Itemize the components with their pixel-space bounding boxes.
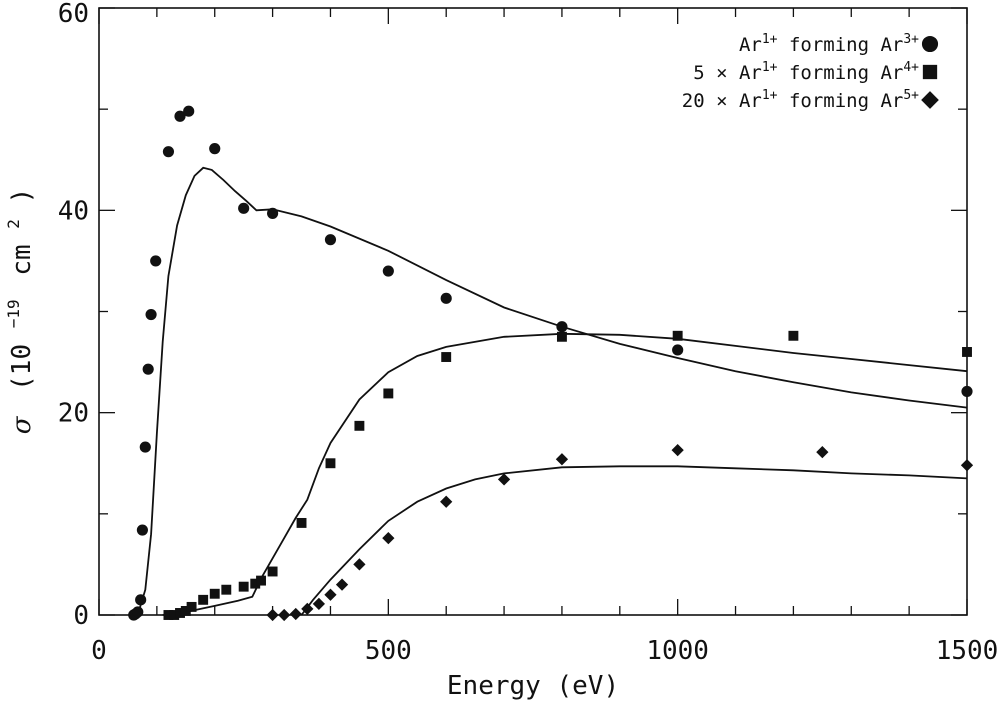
legend-marker-3 <box>921 91 939 109</box>
data-point-series-2 <box>169 610 180 620</box>
data-point-series-2 <box>163 610 174 620</box>
data-point-series-3 <box>278 608 291 622</box>
data-point-series-1 <box>183 105 195 117</box>
data-point-series-3 <box>497 473 511 486</box>
data-point-series-3 <box>671 443 684 457</box>
data-point-series-1 <box>267 207 279 219</box>
data-point-series-2 <box>238 581 249 592</box>
legend-marker-2 <box>922 64 938 80</box>
legend-label-3: 20 × Ar1+ forming Ar5+ <box>682 88 919 112</box>
data-point-series-1 <box>440 292 452 304</box>
y-label-exponent: −19 <box>4 299 23 328</box>
data-point-series-1 <box>142 363 154 375</box>
y-tick-label: 40 <box>58 196 89 226</box>
data-point-series-3 <box>335 578 349 591</box>
x-axis-label: Energy (eV) <box>447 671 619 701</box>
data-point-series-2 <box>441 352 452 362</box>
data-point-series-2 <box>221 584 232 595</box>
data-point-series-3 <box>816 446 829 459</box>
data-point-series-3 <box>382 531 395 545</box>
legend-label-1: Ar1+ forming Ar3+ <box>739 32 919 56</box>
data-point-series-2 <box>186 601 197 612</box>
data-point-series-3 <box>324 588 337 601</box>
data-point-series-1 <box>238 202 250 214</box>
y-tick-label: 60 <box>58 0 89 29</box>
data-points <box>128 105 974 622</box>
data-point-series-3 <box>289 607 302 621</box>
data-point-series-2 <box>209 588 220 599</box>
data-point-series-2 <box>383 388 394 399</box>
data-point-series-1 <box>150 255 162 267</box>
y-tick-label: 20 <box>58 399 89 429</box>
x-tick-label: 1500 <box>936 636 999 666</box>
data-point-series-1 <box>132 606 144 618</box>
data-point-series-2 <box>180 606 191 616</box>
y-label-close: ) <box>7 188 37 204</box>
fit-curve-1 <box>134 166 968 616</box>
data-point-series-2 <box>198 594 209 605</box>
data-point-series-3 <box>266 608 279 622</box>
data-point-series-3 <box>312 597 326 610</box>
data-point-series-2 <box>250 578 261 589</box>
data-point-series-1 <box>162 146 175 158</box>
data-point-series-2 <box>354 420 365 431</box>
data-point-series-2 <box>556 331 567 342</box>
legend: Ar1+ forming Ar3+ 5 × Ar1+ forming Ar4+ 20… <box>682 32 939 112</box>
data-point-series-1 <box>139 441 151 453</box>
data-point-series-1 <box>135 594 147 606</box>
data-point-series-2 <box>962 347 972 357</box>
data-point-series-2 <box>788 330 799 341</box>
minor-ticks <box>99 8 967 615</box>
data-point-series-1 <box>136 524 148 536</box>
data-point-series-1 <box>382 265 394 277</box>
tick-labels: 0 500 1000 1500 0 20 40 60 <box>58 0 999 666</box>
fit-curve-3 <box>300 465 968 616</box>
y-label-open: (10 <box>7 344 37 391</box>
y-label-sigma: σ <box>7 415 37 434</box>
data-point-series-2 <box>672 330 683 341</box>
data-point-series-2 <box>325 458 336 469</box>
data-point-series-2 <box>256 575 266 586</box>
data-point-series-1 <box>324 234 337 246</box>
y-label-power: 2 <box>4 219 23 229</box>
fit-curve-2 <box>162 332 968 616</box>
data-point-series-1 <box>672 344 684 356</box>
legend-label-2: 5 × Ar1+ forming Ar4+ <box>693 60 919 84</box>
y-tick-label: 0 <box>73 601 89 631</box>
legend-marker-1 <box>921 35 939 53</box>
data-point-series-2 <box>175 608 185 618</box>
data-point-series-1 <box>145 308 157 321</box>
data-point-series-1 <box>174 110 186 122</box>
data-point-series-1 <box>556 321 568 333</box>
y-axis-label: σ (10 −19 cm 2 ) <box>0 188 37 435</box>
data-point-series-3 <box>960 459 974 472</box>
x-tick-label: 1000 <box>646 636 709 666</box>
y-label-unit: cm <box>7 244 37 275</box>
major-ticks <box>98 7 968 616</box>
data-point-series-3 <box>555 453 569 466</box>
fit-curves <box>134 166 968 616</box>
data-point-series-1 <box>209 143 221 155</box>
x-tick-label: 0 <box>91 636 107 666</box>
data-point-series-3 <box>440 495 453 508</box>
data-point-series-3 <box>353 558 366 571</box>
x-tick-label: 500 <box>365 636 412 666</box>
data-point-series-3 <box>301 602 314 616</box>
data-point-series-1 <box>961 385 973 398</box>
data-point-series-2 <box>267 566 278 577</box>
data-point-series-2 <box>296 517 307 528</box>
